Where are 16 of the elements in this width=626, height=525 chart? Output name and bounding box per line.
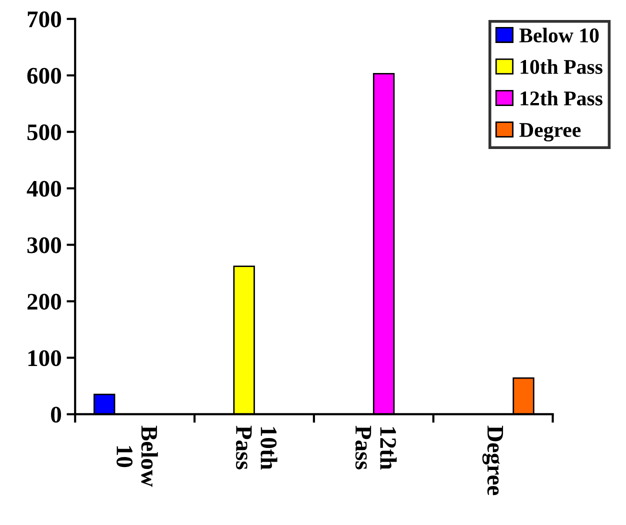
legend-label: Degree [519,123,581,142]
y-tick-label: 500 [27,124,62,140]
y-tick-label: 0 [51,406,62,423]
legend-label: 12th Pass [520,90,602,106]
legend-label: 10th Pass [520,59,602,74]
x-tick-label: Degree [482,426,504,496]
y-tick-label: 600 [27,68,62,84]
y-tick-label: 700 [28,11,62,28]
x-tick-label: 10th Pass [236,426,278,470]
y-tick-label: 200 [28,294,62,310]
x-tick-label: 12th Pass [355,426,397,470]
y-tick-label: 300 [27,237,62,254]
legend-label: Below 10 [519,28,599,42]
x-tick-label: Below 10 [116,426,158,487]
y-tick-label: 100 [28,350,62,366]
y-tick-label: 400 [26,180,62,197]
